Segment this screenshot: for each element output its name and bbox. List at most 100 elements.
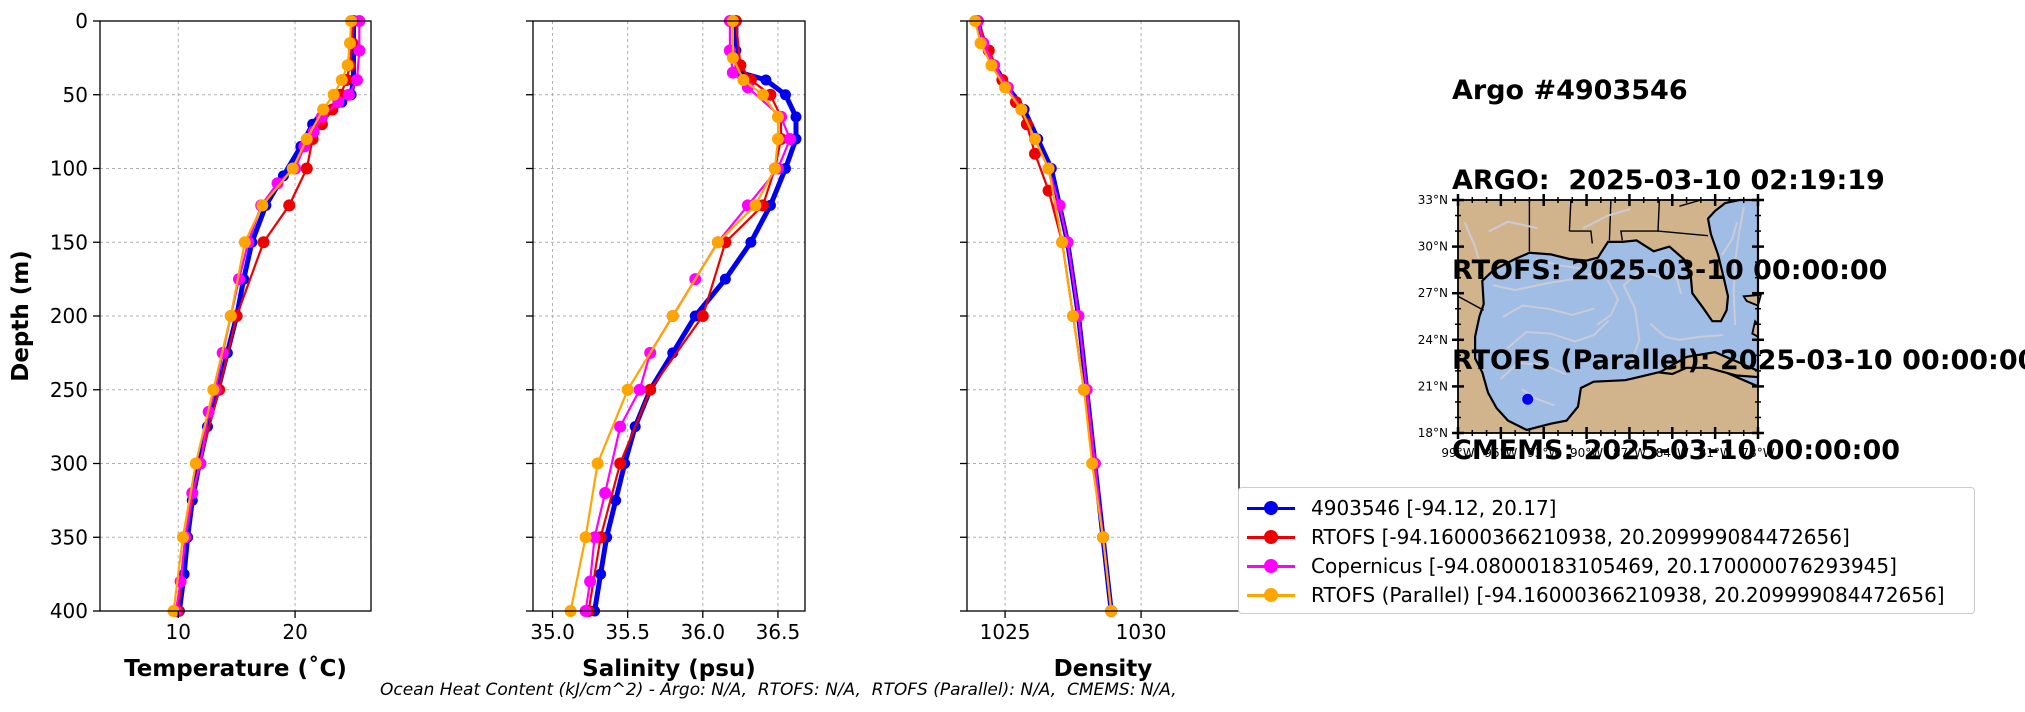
legend-swatch-argo — [1247, 498, 1295, 518]
data-point-rtofs-parallel — [1015, 103, 1028, 116]
info-line-float: Argo #4903546 — [1452, 75, 1688, 106]
map-streamline — [1492, 270, 1602, 292]
map-gulf-water — [1473, 198, 1760, 432]
data-point-rtofs-parallel — [985, 59, 998, 72]
map-lat-label: 30°N — [1418, 240, 1448, 254]
map-streamline — [1582, 208, 1631, 229]
data-point-copernicus — [599, 487, 612, 499]
map-streamline — [1499, 362, 1567, 380]
data-point-rtofs-parallel — [756, 88, 769, 101]
float-info: Argo #4903546 ARGO: 2025-03-10 02:19:19 … — [1452, 16, 2025, 496]
map-border-line — [1679, 199, 1702, 207]
data-point-rtofs — [300, 162, 313, 175]
data-point-rtofs-parallel — [666, 310, 679, 322]
map-streamline — [1662, 258, 1682, 295]
data-point-copernicus — [633, 383, 646, 396]
data-point-rtofs-parallel — [189, 457, 202, 470]
map-streamline — [1721, 222, 1738, 256]
map-streamline — [1732, 206, 1745, 326]
data-point-copernicus — [584, 575, 597, 588]
data-point-rtofs-parallel — [176, 531, 189, 544]
data-point-rtofs — [283, 199, 296, 212]
x-tick-label: 10 — [166, 620, 191, 644]
map-streamline — [1597, 279, 1620, 326]
legend-label-rtofs-parallel: RTOFS (Parallel) [-94.16000366210938, 20… — [1311, 583, 1945, 607]
data-point-rtofs — [696, 310, 709, 322]
y-tick-label: 200 — [50, 304, 88, 328]
data-point-copernicus — [342, 88, 355, 101]
data-point-rtofs-parallel — [1067, 310, 1080, 322]
legend: 4903546 [-94.12, 20.17] RTOFS [-94.16000… — [1238, 487, 1975, 614]
data-point-rtofs-parallel — [1086, 457, 1099, 470]
data-point-rtofs-parallel — [224, 310, 237, 322]
y-tick-label: 300 — [50, 452, 88, 476]
data-point-rtofs-parallel — [300, 133, 313, 145]
legend-label-copernicus: Copernicus [-94.08000183105469, 20.17000… — [1311, 554, 1897, 578]
map-lon-label: 93°W — [1527, 446, 1560, 460]
data-point-rtofs-parallel — [771, 110, 784, 123]
series-line-rtofs — [177, 20, 355, 612]
data-point-rtofs-parallel — [207, 383, 220, 396]
y-axis-label: Depth (m) — [8, 250, 34, 382]
data-point-rtofs-parallel — [711, 236, 724, 249]
map-border-line — [1569, 230, 1593, 244]
x-tick-label: 36.5 — [756, 620, 801, 644]
series-line-copernicus — [584, 21, 792, 612]
data-point-copernicus — [783, 133, 796, 145]
data-point-rtofs-parallel — [343, 37, 356, 50]
info-line-argo-time: ARGO: 2025-03-10 02:19:19 — [1452, 165, 1885, 196]
data-point-argo — [719, 273, 731, 285]
float-location-marker — [1522, 393, 1534, 405]
data-point-rtofs-parallel — [327, 88, 340, 101]
map-streamline — [1622, 268, 1662, 369]
data-point-rtofs-parallel — [1042, 162, 1055, 175]
profile-panel-1: 0 50 100 150 200 250 300 350 400 10 20 Temperature … — [8, 9, 372, 682]
map-streamline — [1507, 320, 1609, 349]
x-tick-label: 36.0 — [681, 620, 726, 644]
map-lat-label: 33°N — [1418, 193, 1448, 207]
info-line-rtofs-time: RTOFS: 2025-03-10 00:00:00 — [1452, 255, 1888, 286]
data-point-argo — [745, 236, 757, 248]
data-point-rtofs-parallel — [1097, 531, 1109, 544]
data-point-rtofs-parallel — [1029, 133, 1041, 145]
x-axis-label: Density — [1054, 656, 1153, 682]
data-point-rtofs-parallel — [737, 74, 750, 86]
map-streamline — [1521, 388, 1555, 406]
map-lon-label: 84°W — [1656, 446, 1689, 460]
map-lon-label: 81°W — [1699, 446, 1732, 460]
map-frame — [1457, 199, 1759, 434]
data-point-copernicus — [726, 66, 739, 79]
data-point-copernicus — [588, 531, 601, 544]
map-lat-label: 21°N — [1418, 379, 1448, 393]
map-streamline — [1502, 304, 1595, 318]
map-border-line — [1608, 199, 1612, 241]
data-point-rtofs — [644, 383, 657, 396]
data-point-rtofs-parallel — [286, 162, 299, 175]
data-point-rtofs-parallel — [1077, 383, 1090, 396]
legend-item-copernicus: Copernicus [-94.08000183105469, 20.17000… — [1247, 552, 1897, 580]
data-point-copernicus — [233, 273, 246, 286]
x-tick-label: 35.0 — [530, 620, 575, 644]
data-point-copernicus — [353, 44, 366, 57]
data-point-copernicus — [350, 74, 363, 86]
y-tick-label: 100 — [50, 157, 88, 181]
map-lon-label: 96°W — [1484, 446, 1517, 460]
x-tick-label: 1025 — [980, 620, 1031, 644]
x-tick-label: 1030 — [1116, 620, 1167, 644]
x-tick-label: 20 — [282, 620, 307, 644]
data-point-rtofs-parallel — [768, 162, 781, 175]
legend-label-argo: 4903546 [-94.12, 20.17] — [1311, 496, 1557, 520]
map-border-line — [1657, 230, 1709, 237]
profile-panels: 0 50 100 150 200 250 300 350 400 10 20 Temperature … — [8, 9, 1240, 682]
data-point-rtofs-parallel — [726, 51, 739, 64]
map-border-line — [1620, 199, 1661, 241]
map-lon-label: 90°W — [1570, 446, 1603, 460]
data-point-rtofs-parallel — [238, 236, 251, 249]
data-point-copernicus — [271, 177, 284, 190]
legend-item-rtofs-parallel: RTOFS (Parallel) [-94.16000366210938, 20… — [1247, 581, 1945, 609]
data-point-rtofs-parallel — [621, 383, 634, 396]
data-point-rtofs — [257, 236, 270, 249]
x-axis-label: Temperature (˚C) — [124, 655, 347, 682]
